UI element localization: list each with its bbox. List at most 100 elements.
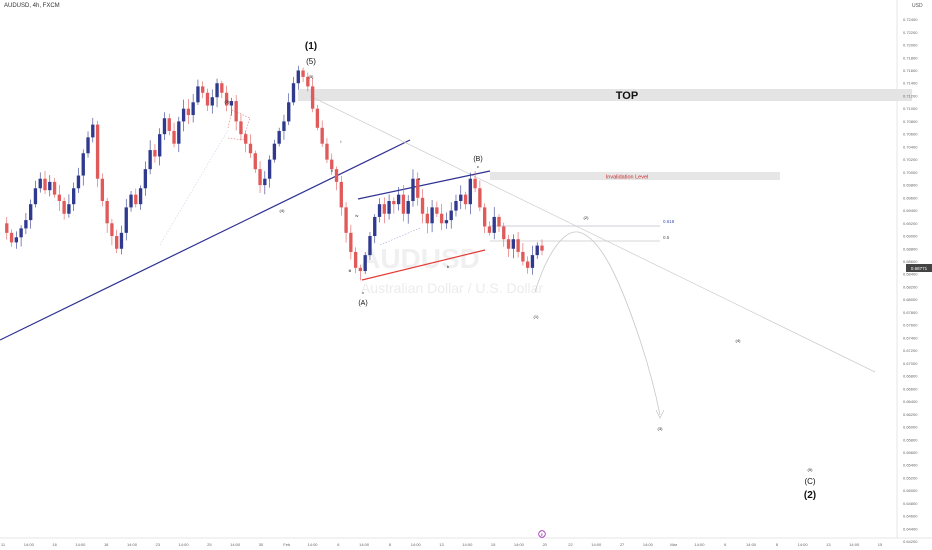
invalidation-label: Invalidation Level (606, 175, 649, 181)
wave-C-label: (C) (804, 477, 815, 486)
candle-body-67 (320, 127, 324, 144)
candle-body-12 (57, 194, 62, 202)
time-tick-25: 14:00 (643, 542, 654, 547)
currency-label: USD (912, 3, 923, 9)
price-tick-5: 0.71400 (903, 81, 918, 86)
price-tick-25: 0.67400 (903, 335, 918, 340)
candle-body-34 (162, 118, 167, 135)
rising-trendline (0, 139, 411, 341)
candle-body-46 (220, 83, 224, 93)
price-tick-4: 0.71600 (903, 68, 918, 73)
candle-body-18 (86, 137, 90, 154)
time-tick-19: 15 (491, 542, 496, 547)
price-tick-20: 0.68400 (903, 272, 918, 277)
price-tick-26: 0.67200 (903, 348, 918, 353)
candle-body-97 (463, 194, 468, 205)
candle-body-22 (105, 201, 109, 224)
candle-body-48 (229, 101, 234, 106)
candle-body-112 (535, 245, 539, 256)
wave-c-label: c (477, 164, 479, 169)
candle-body-2 (9, 232, 14, 243)
candle-body-108 (516, 239, 520, 252)
candle-body-73 (349, 232, 353, 252)
price-tick-41: 0.64200 (903, 539, 918, 544)
time-tick-2: 16 (52, 542, 57, 547)
time-tick-5: 14:00 (127, 542, 138, 547)
watermark-symbol: AUDUSD (360, 243, 480, 274)
candle-body-15 (72, 188, 76, 205)
candle-body-71 (339, 181, 343, 208)
wave4-box (227, 109, 251, 141)
price-tick-21: 0.68200 (903, 284, 918, 289)
wave-4-small-label: (4) (280, 208, 286, 213)
candle-body-23 (110, 223, 114, 237)
invalidation-zone (490, 172, 780, 180)
candle-body-63 (301, 70, 305, 77)
time-tick-6: 23 (156, 542, 161, 547)
time-tick-16: 14:00 (411, 542, 422, 547)
price-axis[interactable]: 0.72400 0.72200 0.72000 0.71800 0.71600 0.714… (903, 17, 918, 544)
price-tick-24: 0.67600 (903, 323, 918, 328)
candle-body-78 (373, 216, 377, 237)
candle-body-66 (315, 108, 320, 128)
price-tick-27: 0.67000 (903, 361, 918, 366)
time-tick-15: 8 (389, 542, 392, 547)
price-tick-39: 0.64600 (903, 514, 918, 519)
wave-5-paren-label: (5) (306, 57, 316, 66)
price-tick-13: 0.69800 (903, 183, 918, 188)
candle-body-90 (430, 207, 434, 224)
candle-body-13 (62, 201, 66, 214)
time-tick-12: 14:00 (308, 542, 319, 547)
candle-body-43 (205, 92, 210, 106)
candle-body-14 (67, 204, 71, 214)
candle-body-40 (191, 102, 195, 116)
candle-body-110 (525, 261, 530, 268)
candle-body-44 (210, 97, 214, 106)
time-tick-29: 14:00 (746, 542, 757, 547)
candle-body-38 (181, 108, 186, 122)
time-axis[interactable]: 11 14:00 16 14:00 18 14:00 23 14:00 25 14:00 30 Feb… (1, 542, 883, 547)
candle-body-8 (38, 178, 42, 189)
projection-path (534, 231, 661, 416)
wave-i-label: i (341, 139, 342, 144)
candle-body-35 (167, 118, 171, 131)
candle-body-53 (253, 153, 257, 170)
candle-body-88 (420, 197, 425, 214)
event-marker-label: E (541, 532, 544, 537)
time-tick-33: 14:00 (849, 542, 860, 547)
candle-body-45 (215, 83, 219, 98)
candle-body-60 (287, 102, 291, 122)
time-tick-4: 18 (104, 542, 109, 547)
price-tick-18: 0.68800 (903, 246, 918, 251)
candle-body-56 (267, 159, 272, 179)
price-tick-15: 0.69400 (903, 208, 918, 213)
candle-body-28 (134, 194, 138, 205)
triangle-lower-line (361, 249, 486, 281)
candle-body-83 (396, 194, 401, 205)
price-tick-28: 0.66800 (903, 374, 918, 379)
candle-body-26 (124, 207, 128, 233)
candle-body-100 (478, 188, 482, 208)
time-tick-14: 14:00 (359, 542, 370, 547)
candle-body-95 (454, 201, 458, 211)
price-tick-34: 0.65600 (903, 450, 918, 455)
price-tick-17: 0.69000 (903, 234, 918, 239)
current-price-badge (906, 264, 932, 272)
price-tick-8: 0.70800 (903, 119, 918, 124)
symbol-label[interactable]: AUDUSD, 4h, FXCM (4, 3, 60, 9)
candle-body-68 (325, 143, 329, 160)
time-tick-20: 14:00 (514, 542, 525, 547)
candle-body-86 (411, 178, 415, 202)
time-tick-13: 6 (337, 542, 340, 547)
candle-body-33 (158, 134, 162, 157)
time-tick-11: Feb (283, 542, 291, 547)
time-tick-27: 14:00 (694, 542, 705, 547)
impulse-dash (159, 129, 229, 246)
candle-body-104 (497, 216, 501, 227)
time-tick-32: 13 (826, 542, 831, 547)
event-marker-icon[interactable] (538, 530, 546, 538)
wave-1-big-label: (1) (305, 41, 317, 52)
candle-body-32 (153, 150, 157, 157)
price-tick-14: 0.69600 (903, 195, 918, 200)
